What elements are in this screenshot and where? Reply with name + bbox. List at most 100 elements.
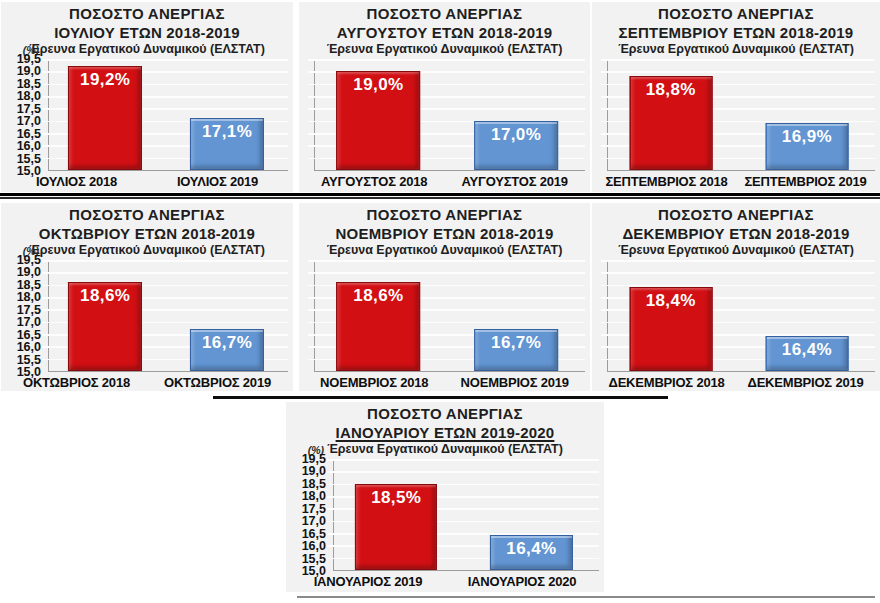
chart-panel-august: ΠΟΣΟΣΤΟ ΑΝΕΡΓΙΑΣΑΥΓΟΥΣΤΟΥ ΕΤΩΝ 2018-2019… — [299, 2, 590, 192]
chart-title-period: ΟΚΤΩΒΡΙΟΥ ΕΤΩΝ 2018-2019 — [6, 224, 288, 243]
x-axis-labels: ΑΥΓΟΥΣΤΟΣ 2018ΑΥΓΟΥΣΤΟΣ 2019 — [304, 174, 585, 189]
blue-bar-october: 16,7% — [190, 329, 264, 371]
x-category-label: ΣΕΠΤΕΜΒΡΙΟΣ 2019 — [736, 174, 875, 189]
chart-body: 18,6% 16,7% — [304, 260, 585, 372]
red-bar-july: 19,2% — [68, 66, 142, 170]
gridline — [42, 260, 288, 262]
chart-title: ΠΟΣΟΣΤΟ ΑΝΕΡΓΙΑΣ — [6, 4, 288, 23]
x-category-label: ΣΕΠΤΕΜΒΡΙΟΣ 2018 — [597, 174, 736, 189]
gridline — [601, 260, 875, 262]
y-axis — [597, 260, 607, 372]
chart-title: ΠΟΣΟΣΤΟ ΑΝΕΡΓΙΑΣ — [304, 4, 585, 23]
bar-value-label: 18,6% — [49, 286, 161, 306]
chart-header: ΠΟΣΟΣΤΟ ΑΝΕΡΓΙΑΣΙΟΥΛΙΟΥ ΕΤΩΝ 2018-2019Έρ… — [6, 4, 288, 57]
chart-title: ΠΟΣΟΣΤΟ ΑΝΕΡΓΙΑΣ — [597, 4, 875, 23]
red-bar-january: 18,5% — [355, 484, 437, 570]
chart-panel-october: ΠΟΣΟΣΤΟ ΑΝΕΡΓΙΑΣΟΚΤΩΒΡΙΟΥ ΕΤΩΝ 2018-2019… — [1, 203, 293, 391]
chart-title-period: ΑΥΓΟΥΣΤΟΥ ΕΤΩΝ 2018-2019 — [304, 23, 585, 42]
bar-value-label: 18,6% — [318, 286, 440, 306]
chart-header: ΠΟΣΟΣΤΟ ΑΝΕΡΓΙΑΣΔΕΚΕΜΒΡΙΟΥ ΕΤΩΝ 2018-201… — [597, 205, 875, 258]
x-category-label: ΔΕΚΕΜΒΡΙΟΣ 2019 — [736, 375, 875, 390]
x-axis-labels: ΣΕΠΤΕΜΒΡΙΟΣ 2018ΣΕΠΤΕΜΒΡΙΟΣ 2019 — [597, 174, 875, 189]
x-axis-labels: ΟΚΤΩΒΡΙΟΣ 2018ΟΚΤΩΒΡΙΟΣ 2019 — [6, 375, 288, 390]
chart-subtitle: Έρευνα Εργατικού Δυναμικού (ΕΛΣΤΑΤ) — [6, 42, 288, 57]
gridline — [308, 260, 585, 262]
plot-area: 19,0% 17,0% — [314, 59, 585, 171]
gridline — [308, 59, 585, 61]
red-bar-october: 18,6% — [68, 282, 142, 371]
gridline — [601, 285, 875, 287]
chart-subtitle: Έρευνα Εργατικού Δυναμικού (ΕΛΣΤΑΤ) — [304, 42, 585, 57]
red-bar-september: 18,8% — [629, 76, 712, 170]
chart-body: (%)19,519,018,518,017,517,016,516,015,51… — [291, 459, 599, 571]
chart-title-period: ΔΕΚΕΜΒΡΙΟΥ ΕΤΩΝ 2018-2019 — [597, 224, 875, 243]
row-separator-line — [0, 193, 880, 199]
x-category-label: ΔΕΚΕΜΒΡΙΟΣ 2018 — [597, 375, 736, 390]
bottom-underline — [297, 596, 875, 598]
x-axis-labels: ΙΑΝΟΥΑΡΙΟΣ 2019ΙΑΝΟΥΑΡΙΟΣ 2020 — [291, 574, 599, 589]
bar-value-label: 19,0% — [318, 75, 440, 95]
plot-area: 19,2% 17,1% — [48, 59, 288, 171]
plot-area: 18,6% 16,7% — [48, 260, 288, 372]
y-tick-label: 15,0 — [17, 164, 41, 178]
chart-body: (%)19,519,018,518,017,517,016,516,015,51… — [6, 260, 288, 372]
x-category-label: ΝΟΕΜΒΡΙΟΣ 2018 — [304, 375, 445, 390]
chart-title-period: ΙΟΥΛΙΟΥ ΕΤΩΝ 2018-2019 — [6, 23, 288, 42]
chart-body: 19,0% 17,0% — [304, 59, 585, 171]
bar-value-label: 16,7% — [455, 333, 577, 353]
red-bar-august: 19,0% — [337, 71, 421, 170]
x-category-label: ΝΟΕΜΒΡΙΟΣ 2019 — [445, 375, 586, 390]
chart-subtitle: Έρευνα Εργατικού Δυναμικού (ΕΛΣΤΑΤ) — [6, 243, 288, 258]
plot-area: 18,5% 16,4% — [333, 459, 599, 571]
chart-panel-december: ΠΟΣΟΣΤΟ ΑΝΕΡΓΙΑΣΔΕΚΕΜΒΡΙΟΥ ΕΤΩΝ 2018-201… — [592, 203, 880, 391]
bar-value-label: 18,4% — [610, 291, 731, 311]
blue-bar-july: 17,1% — [190, 118, 264, 170]
chart-header: ΠΟΣΟΣΤΟ ΑΝΕΡΓΙΑΣΝΟΕΜΒΡΙΟΥ ΕΤΩΝ 2018-2019… — [304, 205, 585, 258]
x-axis-labels: ΔΕΚΕΜΒΡΙΟΣ 2018ΔΕΚΕΜΒΡΙΟΣ 2019 — [597, 375, 875, 390]
bar-value-label: 18,5% — [336, 488, 456, 508]
chart-title: ΠΟΣΟΣΤΟ ΑΝΕΡΓΙΑΣ — [304, 205, 585, 224]
plot-area: 18,8% 16,9% — [607, 59, 875, 171]
plot-area: 18,4% 16,4% — [607, 260, 875, 372]
chart-header: ΠΟΣΟΣΤΟ ΑΝΕΡΓΙΑΣΙΑΝΟΥΑΡΙΟΥ ΕΤΩΝ 2019-202… — [291, 404, 599, 457]
red-bar-december: 18,4% — [629, 287, 712, 371]
chart-title: ΠΟΣΟΣΤΟ ΑΝΕΡΓΙΑΣ — [291, 404, 599, 423]
bar-value-label: 19,2% — [49, 70, 161, 90]
x-category-label: ΟΚΤΩΒΡΙΟΣ 2019 — [147, 375, 288, 390]
x-category-label: ΙΟΥΛΙΟΣ 2019 — [147, 174, 288, 189]
chart-subtitle: Έρευνα Εργατικού Δυναμικού (ΕΛΣΤΑΤ) — [597, 243, 875, 258]
chart-panel-january: ΠΟΣΟΣΤΟ ΑΝΕΡΓΙΑΣΙΑΝΟΥΑΡΙΟΥ ΕΤΩΝ 2019-202… — [286, 402, 604, 592]
chart-subtitle: Έρευνα Εργατικού Δυναμικού (ΕΛΣΤΑΤ) — [291, 442, 599, 457]
chart-title: ΠΟΣΟΣΤΟ ΑΝΕΡΓΙΑΣ — [6, 205, 288, 224]
chart-title-period: ΙΑΝΟΥΑΡΙΟΥ ΕΤΩΝ 2019-2020 — [291, 423, 599, 442]
bar-value-label: 17,1% — [171, 122, 283, 142]
chart-panel-november: ΠΟΣΟΣΤΟ ΑΝΕΡΓΙΑΣΝΟΕΜΒΡΙΟΥ ΕΤΩΝ 2018-2019… — [299, 203, 590, 391]
red-bar-november: 18,6% — [337, 282, 421, 371]
y-axis — [304, 59, 314, 171]
chart-title: ΠΟΣΟΣΤΟ ΑΝΕΡΓΙΑΣ — [597, 205, 875, 224]
y-axis: (%)19,519,018,518,017,517,016,516,015,51… — [291, 459, 333, 571]
bar-value-label: 18,8% — [610, 80, 731, 100]
chart-header: ΠΟΣΟΣΤΟ ΑΝΕΡΓΙΑΣΟΚΤΩΒΡΙΟΥ ΕΤΩΝ 2018-2019… — [6, 205, 288, 258]
gridline — [42, 59, 288, 61]
unemployment-charts-canvas: ΠΟΣΟΣΤΟ ΑΝΕΡΓΙΑΣΙΟΥΛΙΟΥ ΕΤΩΝ 2018-2019Έρ… — [0, 0, 880, 603]
partial-separator-line — [213, 396, 668, 399]
x-category-label: ΑΥΓΟΥΣΤΟΣ 2018 — [304, 174, 445, 189]
y-tick-label: 15,0 — [302, 564, 326, 578]
x-category-label: ΑΥΓΟΥΣΤΟΣ 2019 — [445, 174, 586, 189]
bar-value-label: 16,7% — [171, 333, 283, 353]
blue-bar-november: 16,7% — [474, 329, 558, 371]
chart-panel-september: ΠΟΣΟΣΤΟ ΑΝΕΡΓΙΑΣΣΕΠΤΕΜΒΡΙΟΥ ΕΤΩΝ 2018-20… — [592, 2, 880, 192]
chart-header: ΠΟΣΟΣΤΟ ΑΝΕΡΓΙΑΣΑΥΓΟΥΣΤΟΥ ΕΤΩΝ 2018-2019… — [304, 4, 585, 57]
blue-bar-september: 16,9% — [766, 123, 849, 170]
bar-value-label: 16,9% — [747, 127, 868, 147]
chart-title-period: ΝΟΕΜΒΡΙΟΥ ΕΤΩΝ 2018-2019 — [304, 224, 585, 243]
chart-panel-july: ΠΟΣΟΣΤΟ ΑΝΕΡΓΙΑΣΙΟΥΛΙΟΥ ΕΤΩΝ 2018-2019Έρ… — [1, 2, 293, 192]
blue-bar-december: 16,4% — [766, 336, 849, 371]
blue-bar-august: 17,0% — [474, 121, 558, 170]
x-category-label: ΙΑΝΟΥΑΡΙΟΣ 2020 — [445, 574, 599, 589]
x-axis-labels: ΝΟΕΜΒΡΙΟΣ 2018ΝΟΕΜΒΡΙΟΣ 2019 — [304, 375, 585, 390]
chart-header: ΠΟΣΟΣΤΟ ΑΝΕΡΓΙΑΣΣΕΠΤΕΜΒΡΙΟΥ ΕΤΩΝ 2018-20… — [597, 4, 875, 57]
chart-subtitle: Έρευνα Εργατικού Δυναμικού (ΕΛΣΤΑΤ) — [304, 243, 585, 258]
bar-value-label: 16,4% — [471, 539, 591, 559]
